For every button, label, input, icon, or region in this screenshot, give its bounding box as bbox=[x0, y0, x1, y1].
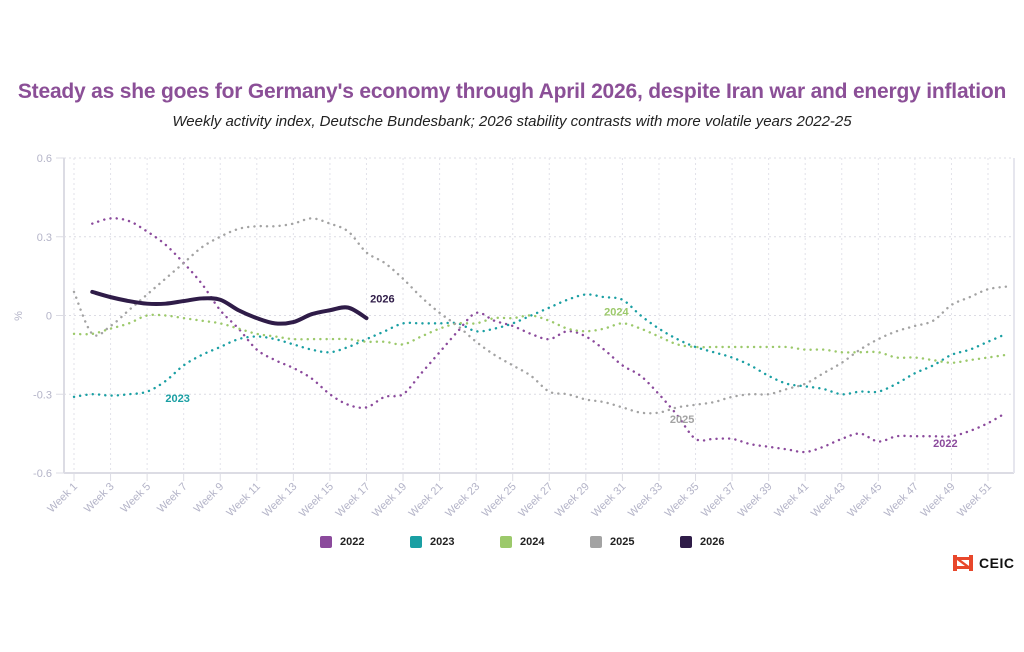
legend-swatch bbox=[680, 536, 692, 548]
legend-item-2022[interactable]: 2022 bbox=[320, 536, 410, 548]
x-tick-label: Week 21 bbox=[407, 481, 446, 520]
x-tick-label: Week 51 bbox=[955, 481, 994, 520]
x-tick-label: Week 17 bbox=[334, 481, 373, 520]
x-tick-label: Week 33 bbox=[626, 481, 665, 520]
ceic-logo-icon bbox=[953, 555, 973, 571]
x-tick-label: Week 3 bbox=[82, 481, 117, 516]
y-tick-label: 0.3 bbox=[37, 232, 52, 244]
x-tick-label: Week 1 bbox=[45, 481, 80, 516]
legend-item-2023[interactable]: 2023 bbox=[410, 536, 500, 548]
series-labels: 2022 2023 2024 2025 2026 bbox=[165, 293, 957, 449]
x-tick-label: Week 25 bbox=[480, 481, 519, 520]
x-tick-label: Week 37 bbox=[699, 481, 738, 520]
ceic-logo: CEIC bbox=[953, 555, 1014, 571]
x-tick-label: Week 45 bbox=[845, 481, 884, 520]
x-tick-label: Week 35 bbox=[663, 481, 702, 520]
y-tick-label: 0.6 bbox=[37, 153, 52, 165]
legend-label: 2026 bbox=[700, 536, 725, 548]
x-tick-label: Week 19 bbox=[370, 481, 409, 520]
y-tick-label: 0 bbox=[46, 311, 52, 323]
series-group bbox=[72, 217, 1008, 454]
x-tick-label: Week 43 bbox=[809, 481, 848, 520]
legend-label: 2025 bbox=[610, 536, 635, 548]
y-axis-label: % bbox=[13, 311, 25, 321]
legend-item-2026[interactable]: 2026 bbox=[680, 536, 770, 548]
series-line-2026 bbox=[90, 289, 369, 326]
x-tick-label: Week 31 bbox=[589, 481, 628, 520]
x-tick-label: Week 23 bbox=[443, 481, 482, 520]
x-tick-label: Week 49 bbox=[919, 481, 958, 520]
y-tick-label: -0.3 bbox=[33, 389, 52, 401]
legend-swatch bbox=[590, 536, 602, 548]
series-2023 bbox=[72, 293, 1008, 399]
series-label-2023: 2023 bbox=[165, 393, 189, 405]
x-tick-label: Week 47 bbox=[882, 481, 921, 520]
x-tick-label: Week 5 bbox=[119, 481, 154, 516]
legend-swatch bbox=[320, 536, 332, 548]
series-2022 bbox=[91, 217, 1008, 454]
legend-swatch bbox=[410, 536, 422, 548]
series-label-2026: 2026 bbox=[370, 293, 394, 305]
grid bbox=[64, 157, 1014, 474]
ceic-logo-text: CEIC bbox=[979, 555, 1015, 571]
series-label-2024: 2024 bbox=[604, 307, 629, 319]
legend-item-2024[interactable]: 2024 bbox=[500, 536, 590, 548]
legend-swatch bbox=[500, 536, 512, 548]
series-2026 bbox=[90, 289, 369, 326]
x-tick-label: Week 9 bbox=[192, 481, 227, 516]
series-label-2025: 2025 bbox=[670, 414, 694, 426]
legend-label: 2024 bbox=[520, 536, 545, 548]
chart-subtitle: Weekly activity index, Deutsche Bundesba… bbox=[172, 113, 852, 130]
x-tick-label: Week 15 bbox=[297, 481, 336, 520]
series-2025 bbox=[72, 217, 1008, 415]
x-tick-label: Week 7 bbox=[155, 481, 190, 516]
x-tick-label: Week 11 bbox=[224, 481, 262, 519]
x-tick-label: Week 41 bbox=[772, 481, 811, 520]
y-tick-label: -0.6 bbox=[33, 468, 52, 480]
series-2024 bbox=[72, 313, 1008, 364]
x-tick-label: Week 27 bbox=[516, 481, 555, 520]
series-line-2023 bbox=[72, 293, 1008, 399]
legend-label: 2023 bbox=[430, 536, 455, 548]
x-tick-label: Week 13 bbox=[260, 481, 299, 520]
series-line-2024 bbox=[72, 313, 1008, 364]
series-line-2025 bbox=[72, 217, 1008, 415]
x-tick-label: Week 39 bbox=[736, 481, 775, 520]
legend-label: 2022 bbox=[340, 536, 365, 548]
legend: 2022 2023 2024 2025 2026 bbox=[320, 536, 770, 548]
series-line-2022 bbox=[91, 217, 1008, 454]
series-label-2022: 2022 bbox=[933, 438, 957, 450]
x-tick-label: Week 29 bbox=[553, 481, 592, 520]
legend-item-2025[interactable]: 2025 bbox=[590, 536, 680, 548]
chart-title: Steady as she goes for Germany's economy… bbox=[17, 80, 1007, 103]
